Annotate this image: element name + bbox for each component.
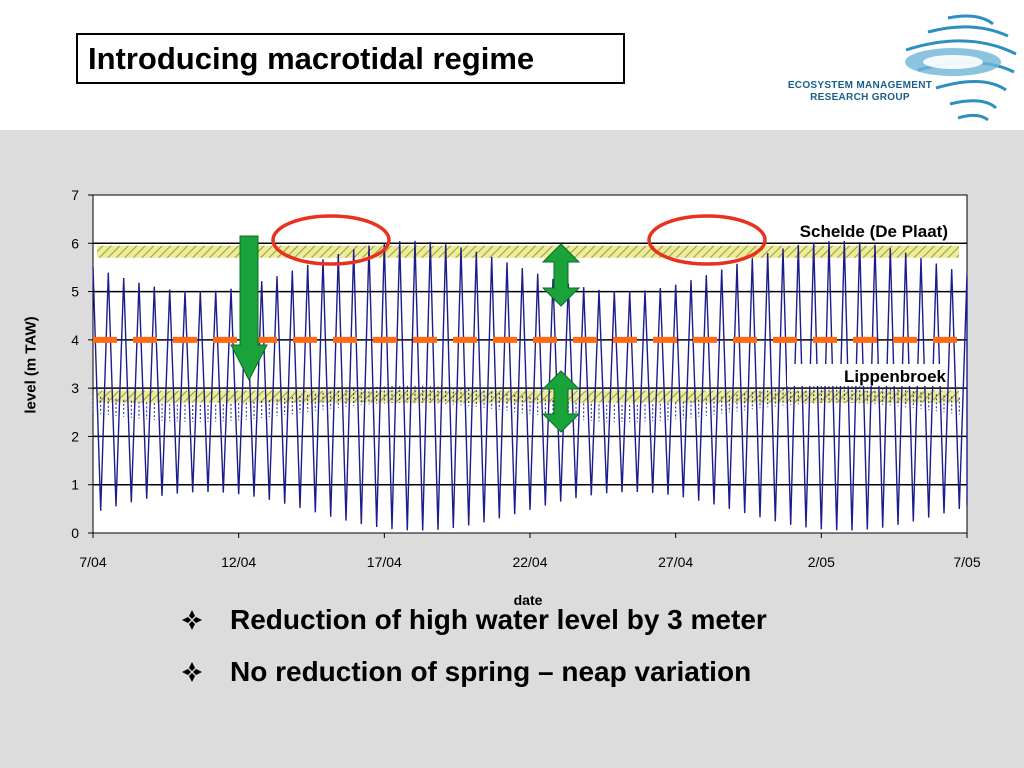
y-tick-label: 0 (71, 525, 79, 541)
double-arrow-icon (541, 243, 581, 307)
x-tick-label: 7/04 (79, 554, 106, 570)
x-tick-label: 17/04 (367, 554, 402, 570)
y-tick-label: 2 (71, 428, 79, 444)
highlight-ellipse (271, 214, 391, 266)
series-label-bg (787, 364, 947, 386)
bullet-item: Reduction of high water level by 3 meter (180, 600, 980, 652)
diamond-bullet-icon (182, 662, 202, 682)
series-label-schelde: Schelde (De Plaat) (800, 222, 948, 241)
logo-line-2: RESEARCH GROUP (810, 92, 910, 103)
bullet-text: Reduction of high water level by 3 meter (230, 604, 767, 635)
logo-text: ECOSYSTEM MANAGEMENT RESEARCH GROUP (780, 80, 940, 104)
y-tick-label: 6 (71, 235, 79, 251)
y-tick-label: 5 (71, 284, 79, 300)
x-tick-label: 7/05 (953, 554, 980, 570)
x-tick-label: 12/04 (221, 554, 256, 570)
series-label-lippenbroek: Lippenbroek (844, 367, 947, 386)
x-axis-label: date (513, 592, 543, 608)
slide-title: Introducing macrotidal regime (76, 33, 625, 84)
down-arrow-icon (230, 235, 268, 382)
bullet-text: No reduction of spring – neap variation (230, 656, 752, 687)
y-tick-label: 3 (71, 380, 79, 396)
y-tick-label: 7 (71, 187, 79, 203)
diamond-bullet-icon (182, 610, 202, 630)
series-schelde-line (92, 240, 968, 531)
high-water-band (97, 245, 959, 258)
highlight-ellipse (647, 214, 767, 266)
bullet-list: Reduction of high water level by 3 meter… (180, 600, 980, 704)
ecosystem-logo-icon (905, 14, 1017, 122)
series-lippenbroek-line (92, 385, 968, 422)
x-tick-label: 2/05 (808, 554, 835, 570)
y-tick-label: 1 (71, 477, 79, 493)
x-tick-label: 27/04 (658, 554, 693, 570)
y-tick-label: 4 (71, 332, 79, 348)
bullet-item: No reduction of spring – neap variation (180, 652, 980, 704)
water-level-chart: 0 1 2 3 4 5 6 7 7/04 12/04 17/04 22/04 27/04 2/05 7/05… (71, 187, 981, 570)
logo-line-1: ECOSYSTEM MANAGEMENT (787, 80, 933, 91)
double-arrow-icon (541, 370, 581, 433)
x-tick-label: 22/04 (512, 554, 547, 570)
